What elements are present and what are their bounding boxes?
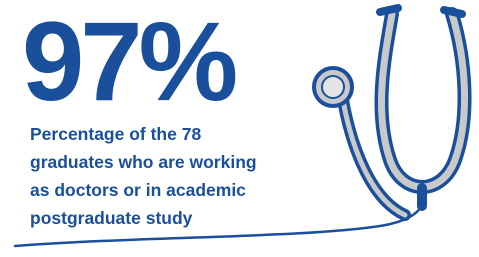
caption-line: Percentage of the 78 — [30, 124, 201, 144]
page: {"headline": "97%", "caption": ["Percent… — [0, 0, 479, 257]
caption-line: postgraduate study — [30, 208, 193, 228]
chest-piece-inner — [322, 76, 344, 98]
earpiece-left — [380, 8, 398, 12]
infographic: 97% Percentage of the 78 graduates who a… — [0, 0, 479, 257]
earpiece-right — [444, 10, 462, 14]
caption-line: graduates who are working — [30, 152, 257, 172]
caption-line: as doctors or in academic — [30, 180, 246, 200]
headline: 97% — [22, 0, 236, 124]
